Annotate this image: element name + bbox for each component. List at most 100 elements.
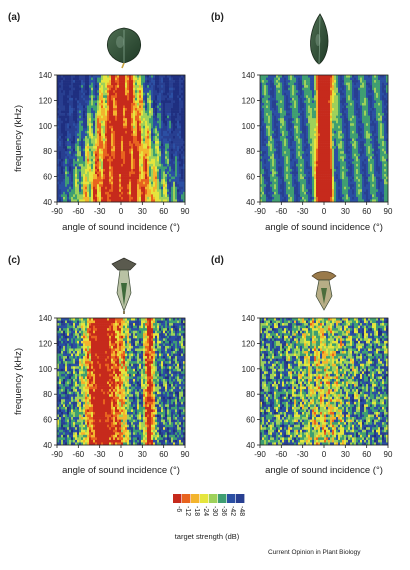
heatmap-cell bbox=[354, 135, 357, 139]
heatmap-cell bbox=[137, 196, 140, 200]
heatmap-cell bbox=[69, 120, 72, 124]
heatmap-cell bbox=[97, 191, 100, 195]
heatmap-cell bbox=[296, 85, 299, 88]
heatmap-cell bbox=[95, 118, 98, 122]
heatmap-cell bbox=[111, 108, 114, 111]
heatmap-cell bbox=[260, 80, 263, 83]
heatmap-cell bbox=[115, 181, 118, 185]
heatmap-cell bbox=[125, 90, 128, 94]
heatmap-cell bbox=[75, 161, 78, 165]
heatmap-cell bbox=[125, 82, 128, 86]
heatmap-cell bbox=[165, 80, 168, 83]
heatmap-cell bbox=[165, 125, 168, 129]
heatmap-cell bbox=[360, 108, 363, 111]
heatmap-cell bbox=[260, 138, 263, 142]
heatmap-cell bbox=[145, 87, 148, 91]
heatmap-cell bbox=[75, 77, 78, 81]
heatmap-cell bbox=[145, 102, 148, 106]
heatmap-cell bbox=[105, 189, 108, 193]
heatmap-cell bbox=[175, 148, 178, 152]
heatmap-cell bbox=[121, 118, 124, 122]
heatmap-cell bbox=[83, 133, 86, 137]
heatmap-cell bbox=[143, 179, 146, 182]
heatmap-cell bbox=[308, 128, 311, 132]
heatmap-cell bbox=[181, 168, 184, 172]
heatmap-cell bbox=[326, 130, 329, 134]
heatmap-cell bbox=[143, 90, 146, 94]
heatmap-cell bbox=[262, 133, 265, 137]
heatmap-cell bbox=[304, 128, 307, 132]
heatmap-cell bbox=[171, 95, 174, 99]
heatmap-cell bbox=[366, 87, 369, 91]
heatmap-cell bbox=[270, 123, 273, 127]
heatmap-cell bbox=[141, 102, 144, 106]
heatmap-cell bbox=[109, 196, 112, 200]
heatmap-cell bbox=[306, 120, 309, 124]
heatmap-cell bbox=[111, 120, 114, 124]
heatmap-cell bbox=[71, 141, 74, 144]
heatmap-cell bbox=[115, 191, 118, 195]
heatmap-cell bbox=[306, 100, 309, 104]
heatmap-cell bbox=[57, 82, 60, 86]
heatmap-cell bbox=[141, 123, 144, 127]
heatmap-cell bbox=[149, 80, 152, 83]
heatmap-cell bbox=[358, 85, 361, 88]
heatmap-cell bbox=[372, 120, 375, 124]
heatmap-cell bbox=[85, 186, 88, 190]
heatmap-cell bbox=[183, 85, 186, 88]
heatmap-cell bbox=[266, 75, 269, 78]
heatmap-cell bbox=[352, 110, 355, 114]
heatmap-cell bbox=[280, 120, 283, 124]
heatmap-cell bbox=[276, 102, 279, 106]
heatmap-cell bbox=[125, 168, 128, 172]
heatmap-cell bbox=[65, 128, 68, 132]
heatmap-cell bbox=[147, 196, 150, 200]
heatmap-cell bbox=[129, 189, 132, 193]
heatmap-cell bbox=[306, 110, 309, 114]
heatmap-cell bbox=[330, 115, 333, 119]
heatmap-cell bbox=[326, 85, 329, 88]
heatmap-cell bbox=[151, 156, 154, 160]
heatmap-cell bbox=[109, 189, 112, 193]
heatmap-cell bbox=[135, 125, 138, 129]
heatmap-cell bbox=[171, 105, 174, 109]
heatmap-cell bbox=[308, 95, 311, 99]
heatmap-cell bbox=[370, 141, 373, 144]
heatmap-cell bbox=[89, 95, 92, 99]
heatmap-cell bbox=[91, 174, 94, 177]
heatmap-cell bbox=[360, 92, 363, 96]
heatmap-cell bbox=[320, 118, 323, 122]
heatmap-cell bbox=[328, 125, 331, 129]
heatmap-cell bbox=[77, 113, 80, 116]
heatmap-cell bbox=[67, 141, 70, 144]
heatmap-cell bbox=[370, 92, 373, 96]
heatmap-cell bbox=[310, 92, 313, 96]
heatmap-cell bbox=[69, 75, 72, 78]
heatmap-cell bbox=[99, 153, 102, 157]
heatmap-cell bbox=[171, 133, 174, 137]
heatmap-cell bbox=[340, 87, 343, 91]
heatmap-cell bbox=[165, 153, 168, 157]
heatmap-cell bbox=[103, 156, 106, 160]
heatmap-cell bbox=[322, 75, 325, 78]
heatmap-cell bbox=[310, 97, 313, 101]
heatmap-cell bbox=[348, 102, 351, 106]
heatmap-cell bbox=[312, 92, 315, 96]
heatmap-cell bbox=[173, 141, 176, 144]
heatmap-cell bbox=[161, 128, 164, 132]
heatmap-cell bbox=[149, 105, 152, 109]
heatmap-cell bbox=[85, 151, 88, 155]
heatmap-cell bbox=[95, 82, 98, 86]
heatmap-cell bbox=[336, 75, 339, 78]
heatmap-cell bbox=[288, 87, 291, 91]
heatmap-cell bbox=[87, 95, 90, 99]
heatmap-cell bbox=[99, 168, 102, 172]
heatmap-cell bbox=[183, 161, 186, 165]
heatmap-cell bbox=[306, 80, 309, 83]
heatmap-cell bbox=[119, 77, 122, 81]
heatmap-cell bbox=[75, 184, 78, 188]
heatmap-cell bbox=[181, 97, 184, 101]
heatmap-cell bbox=[294, 100, 297, 104]
heatmap-cell bbox=[364, 82, 367, 86]
heatmap-cell bbox=[298, 82, 301, 86]
